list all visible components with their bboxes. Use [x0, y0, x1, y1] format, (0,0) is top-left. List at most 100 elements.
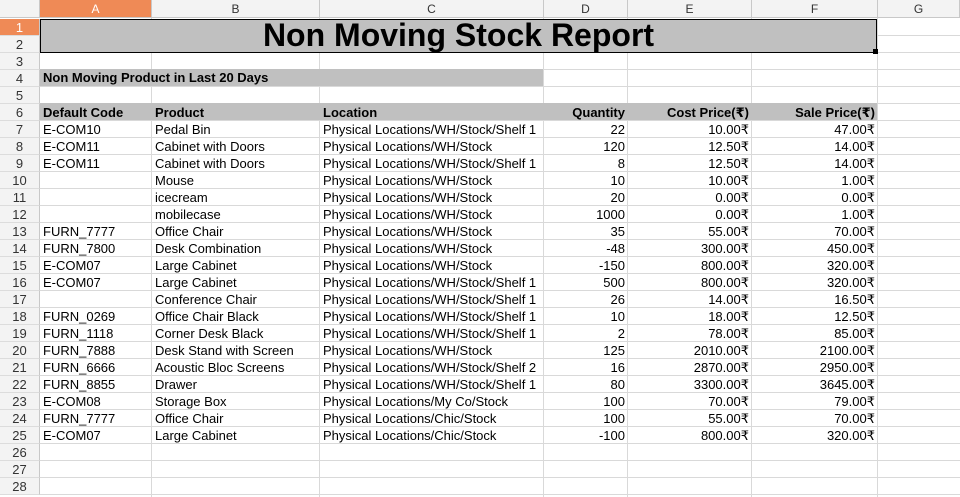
cell-default-code[interactable]: FURN_6666	[43, 360, 116, 375]
cell-product[interactable]: Office Chair	[155, 224, 224, 239]
cell-product[interactable]: mobilecase	[155, 207, 221, 222]
cell-default-code[interactable]	[40, 189, 152, 206]
header-location[interactable]: Location	[323, 105, 378, 120]
cell-default-code[interactable]: E-COM11	[43, 139, 100, 154]
cell-sale-price[interactable]: 0.00₹	[841, 190, 875, 205]
cell-sale-price[interactable]: 450.00₹	[826, 241, 875, 256]
cell-default-code[interactable]: E-COM07	[43, 275, 101, 290]
header-quantity[interactable]: Quantity	[572, 105, 625, 120]
cell-sale-price[interactable]: 320.00₹	[826, 428, 875, 443]
cell-sale-price[interactable]: 47.00₹	[834, 122, 875, 137]
subtitle-merged-cell[interactable]	[40, 69, 543, 86]
row-header-13[interactable]: 13	[0, 223, 40, 240]
cell-cost-price[interactable]: 10.00₹	[708, 122, 749, 137]
cell-location[interactable]: Physical Locations/WH/Stock/Shelf 1	[323, 275, 537, 290]
cell-quantity[interactable]: 125	[603, 343, 625, 358]
header-cost-price[interactable]: Cost Price(₹)	[666, 105, 749, 120]
cell-default-code[interactable]: E-COM10	[43, 122, 101, 137]
cell-product[interactable]: Large Cabinet	[155, 428, 237, 443]
cell-default-code[interactable]: E-COM07	[43, 258, 101, 273]
row-header-2[interactable]: 2	[0, 36, 40, 53]
row-header-12[interactable]: 12	[0, 206, 40, 223]
fill-handle[interactable]	[873, 49, 878, 54]
cell-location[interactable]: Physical Locations/WH/Stock/Shelf 1	[323, 122, 537, 137]
row-header-3[interactable]: 3	[0, 53, 40, 70]
cell-sale-price[interactable]: 79.00₹	[834, 394, 875, 409]
cell-product[interactable]: Cabinet with Doors	[155, 156, 265, 171]
cell-sale-price[interactable]: 2950.00₹	[819, 360, 875, 375]
header-product[interactable]: Product	[155, 105, 205, 120]
row-header-28[interactable]: 28	[0, 478, 40, 495]
cell-product[interactable]: Acoustic Bloc Screens	[155, 360, 285, 375]
row-header-25[interactable]: 25	[0, 427, 40, 444]
cell-sale-price[interactable]: 70.00₹	[834, 224, 875, 239]
cell-sale-price[interactable]: 2100.00₹	[819, 343, 875, 358]
row-header-9[interactable]: 9	[0, 155, 40, 172]
cell-product[interactable]: Large Cabinet	[155, 258, 237, 273]
cell-product[interactable]: Pedal Bin	[155, 122, 211, 137]
cell-location[interactable]: Physical Locations/WH/Stock	[323, 224, 493, 239]
cell-sale-price[interactable]: 14.00₹	[834, 156, 875, 171]
cell-product[interactable]: Desk Stand with Screen	[155, 343, 294, 358]
cell-quantity[interactable]: 22	[610, 122, 625, 137]
column-header-e[interactable]: E	[628, 0, 752, 18]
cell-default-code[interactable]: FURN_7800	[43, 241, 116, 256]
cell-product[interactable]: Drawer	[155, 377, 197, 392]
cell-sale-price[interactable]: 1.00₹	[841, 173, 875, 188]
cell-location[interactable]: Physical Locations/WH/Stock	[323, 241, 493, 256]
cell-quantity[interactable]: 26	[610, 292, 625, 307]
cell-cost-price[interactable]: 12.50₹	[708, 139, 749, 154]
cell-sale-price[interactable]: 12.50₹	[834, 309, 875, 324]
title-merged-cell[interactable]	[40, 19, 877, 53]
cell-location[interactable]: Physical Locations/WH/Stock	[323, 173, 493, 188]
cell-cost-price[interactable]: 3300.00₹	[693, 377, 749, 392]
cell-quantity[interactable]: -48	[606, 241, 625, 256]
cell-cost-price[interactable]: 0.00₹	[715, 207, 749, 222]
header-sale-price[interactable]: Sale Price(₹)	[795, 105, 875, 120]
cell-location[interactable]: Physical Locations/WH/Stock/Shelf 1	[323, 292, 537, 307]
cell-quantity[interactable]: -150	[598, 258, 625, 273]
cell-location[interactable]: Physical Locations/WH/Stock/Shelf 1	[323, 377, 537, 392]
cell-quantity[interactable]: 120	[603, 139, 625, 154]
cell-quantity[interactable]: 80	[610, 377, 625, 392]
column-header-a[interactable]: A	[40, 0, 152, 18]
row-header-6[interactable]: 6	[0, 104, 40, 121]
cell-quantity[interactable]: 10	[610, 173, 625, 188]
row-header-27[interactable]: 27	[0, 461, 40, 478]
cell-cost-price[interactable]: 18.00₹	[708, 309, 749, 324]
cell-cost-price[interactable]: 70.00₹	[708, 394, 749, 409]
cell-quantity[interactable]: 100	[603, 394, 625, 409]
cell-cost-price[interactable]: 800.00₹	[700, 428, 749, 443]
cell-cost-price[interactable]: 2010.00₹	[693, 343, 749, 358]
cell-cost-price[interactable]: 300.00₹	[700, 241, 749, 256]
cell-quantity[interactable]: 8	[617, 156, 625, 171]
row-header-4[interactable]: 4	[0, 70, 40, 87]
cell-cost-price[interactable]: 800.00₹	[700, 258, 749, 273]
row-header-22[interactable]: 22	[0, 376, 40, 393]
cell-default-code[interactable]: FURN_7777	[43, 224, 116, 239]
column-header-b[interactable]: B	[152, 0, 320, 18]
cell-cost-price[interactable]: 0.00₹	[715, 190, 749, 205]
cell-location[interactable]: Physical Locations/My Co/Stock	[323, 394, 508, 409]
cell-quantity[interactable]: 16	[610, 360, 625, 375]
row-header-8[interactable]: 8	[0, 138, 40, 155]
cell-sale-price[interactable]: 85.00₹	[834, 326, 875, 341]
cell-sale-price[interactable]: 3645.00₹	[819, 377, 875, 392]
cell-location[interactable]: Physical Locations/WH/Stock	[323, 139, 493, 154]
cell-quantity[interactable]: 20	[610, 190, 625, 205]
cell-cost-price[interactable]: 55.00₹	[708, 224, 749, 239]
select-all-corner[interactable]	[0, 0, 40, 18]
cell-default-code[interactable]: E-COM11	[43, 156, 100, 171]
header-default-code[interactable]: Default Code	[43, 105, 124, 120]
cell-quantity[interactable]: 10	[610, 309, 625, 324]
cell-default-code[interactable]: FURN_0269	[43, 309, 116, 324]
cell-location[interactable]: Physical Locations/Chic/Stock	[323, 411, 497, 426]
cell-sale-price[interactable]: 70.00₹	[834, 411, 875, 426]
cell-default-code[interactable]: E-COM08	[43, 394, 101, 409]
cell-product[interactable]: Large Cabinet	[155, 275, 237, 290]
column-header-g[interactable]: G	[878, 0, 960, 18]
cell-sale-price[interactable]: 14.00₹	[834, 139, 875, 154]
cell-location[interactable]: Physical Locations/WH/Stock	[323, 190, 493, 205]
cell-product[interactable]: Office Chair	[155, 411, 224, 426]
cell-quantity[interactable]: -100	[598, 428, 625, 443]
